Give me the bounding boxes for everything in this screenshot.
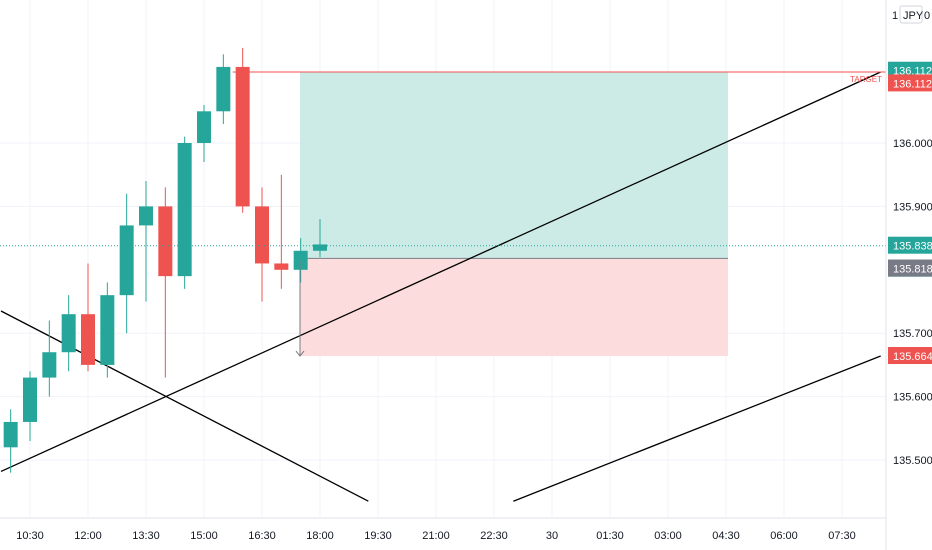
- price-axis[interactable]: 136.000 135.900 135.700 135.600 135.500: [893, 138, 932, 467]
- entry-price-label-bg: [888, 259, 932, 277]
- time-tick-label: 22:30: [480, 530, 508, 542]
- time-tick-label: 18:00: [306, 530, 334, 542]
- scale-button[interactable]: 1: [892, 10, 898, 22]
- candle-body: [197, 111, 211, 143]
- price-tick-label: 135.500: [893, 455, 932, 467]
- target-price-label-bg: [888, 74, 932, 92]
- trend-line: [513, 355, 881, 502]
- target-zone: [300, 71, 728, 259]
- time-tick-label: 16:30: [248, 530, 276, 542]
- position-overlay: TARGET: [0, 71, 886, 357]
- candle-body: [119, 225, 134, 296]
- candle-body: [274, 263, 289, 270]
- candle-body: [216, 66, 231, 112]
- price-tick-label: 135.900: [893, 201, 932, 213]
- time-tick-label: 21:00: [422, 530, 450, 542]
- scale-controls: 1 JPY 0: [892, 5, 930, 24]
- candle-body: [139, 206, 153, 226]
- candle-body: [235, 66, 250, 207]
- currency-count: 0: [924, 10, 930, 22]
- time-tick-label: 30: [546, 530, 558, 542]
- candle-body: [255, 206, 269, 264]
- target-text: TARGET: [850, 75, 882, 84]
- time-tick-label: 15:00: [190, 530, 218, 542]
- stop-zone: [300, 258, 728, 357]
- position-zones: [300, 71, 728, 357]
- candle-body: [81, 314, 95, 365]
- currency-button-frame[interactable]: [899, 5, 923, 24]
- stop-arrow-head: [295, 350, 305, 357]
- target-price-label: 136.112: [893, 78, 932, 90]
- time-tick-label: 01:30: [596, 530, 624, 542]
- stop-price-label-bg: [888, 347, 932, 365]
- stop-price-label: 135.664: [893, 351, 932, 363]
- time-axis[interactable]: 10:30 12:00 13:30 15:00 16:30 18:00 19:30 21:00…: [16, 530, 856, 542]
- candle-body: [177, 143, 192, 277]
- candle-body: [23, 377, 37, 422]
- time-tick-label: 19:30: [364, 530, 392, 542]
- entry-price-label: 135.818: [893, 264, 932, 276]
- candles: [3, 47, 327, 473]
- trend-line: [0, 71, 881, 473]
- time-tick-label: 13:30: [132, 530, 160, 542]
- currency-button[interactable]: JPY: [903, 10, 924, 22]
- price-tick-label: 136.000: [893, 138, 932, 150]
- current-price-label: 135.838: [893, 241, 932, 253]
- time-tick-label: 07:30: [828, 530, 856, 542]
- candle-body: [293, 250, 308, 270]
- time-tick-label: 10:30: [16, 530, 44, 542]
- candle-body: [313, 244, 327, 251]
- price-tick-label: 135.700: [893, 328, 932, 340]
- price-tick-label: 135.600: [893, 392, 932, 404]
- time-tick-label: 04:30: [712, 530, 740, 542]
- candle-body: [3, 421, 18, 448]
- time-tick-label: 03:00: [654, 530, 682, 542]
- current-price-label-bg: [888, 236, 932, 254]
- candle-body: [42, 352, 57, 378]
- candle-body: [100, 295, 115, 365]
- candle-body: [158, 206, 173, 277]
- candle-body: [61, 314, 76, 353]
- time-tick-label: 06:00: [770, 530, 798, 542]
- time-tick-label: 12:00: [74, 530, 102, 542]
